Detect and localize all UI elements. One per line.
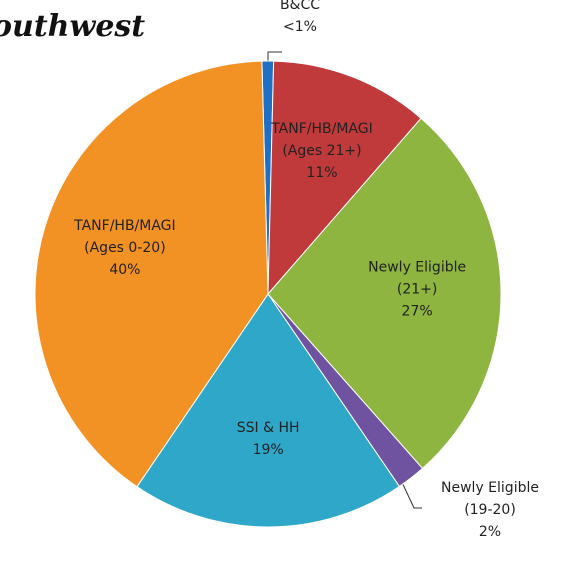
slice-label: TANF/HB/MAGI (Ages 21+) <box>270 121 373 159</box>
leader-line <box>399 477 422 509</box>
value-label: 11% <box>306 165 337 181</box>
slice-label: Newly Eligible (19-20) <box>441 480 539 518</box>
leader-line <box>267 51 282 62</box>
slice-label: B&CC <box>280 0 320 13</box>
pie-slice <box>267 117 502 470</box>
pie-slice <box>136 293 401 528</box>
value-label: 27% <box>402 303 433 319</box>
value-label: 2% <box>479 524 501 540</box>
slice-label: TANF/HB/MAGI (Ages 0-20) <box>73 218 176 256</box>
chart-title: outhwest <box>0 9 145 44</box>
value-label: <1% <box>283 19 317 35</box>
slice-label: Newly Eligible (21+) <box>368 259 466 297</box>
value-label: 19% <box>253 442 284 458</box>
pie-slice <box>267 60 422 296</box>
slice-label: SSI & HH <box>237 420 300 436</box>
value-label: 40% <box>109 262 140 278</box>
pie-slice <box>34 60 269 488</box>
